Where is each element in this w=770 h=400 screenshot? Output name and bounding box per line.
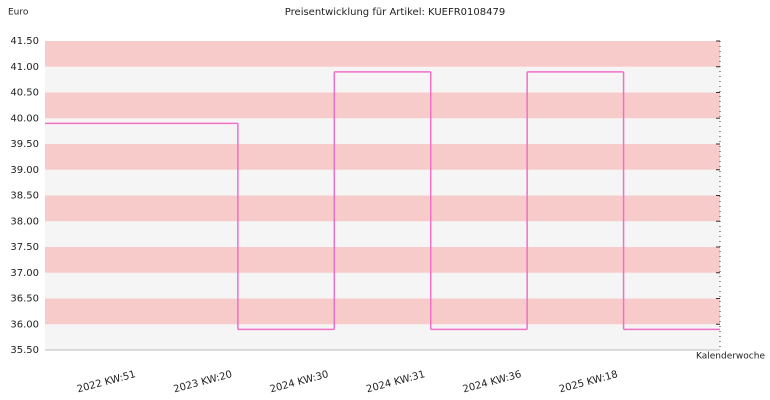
- y-tick-label: 38.00: [10, 216, 39, 227]
- grid-band: [45, 92, 720, 119]
- chart-title: Preisentwicklung für Artikel: KUEFR01084…: [285, 7, 505, 18]
- grid-band: [45, 221, 720, 247]
- x-axis-label: Kalenderwoche: [696, 352, 765, 362]
- x-tick-label: 2023 KW:20: [172, 369, 233, 395]
- x-tick-label: 2024 KW:31: [365, 369, 426, 395]
- y-tick-label: 39.50: [10, 139, 39, 150]
- grid-band: [45, 247, 720, 273]
- x-tick-label: 2022 KW:51: [76, 369, 137, 395]
- x-tick-label: 2025 KW:18: [558, 369, 619, 395]
- grid-band: [45, 298, 720, 325]
- y-tick-label: 39.00: [10, 165, 39, 176]
- x-tick-label: 2024 KW:30: [269, 369, 330, 395]
- y-tick-label: 41.50: [10, 36, 39, 47]
- grid-band: [45, 66, 720, 93]
- grid-band: [45, 169, 720, 196]
- y-tick-label: 36.00: [10, 319, 39, 330]
- grid-band: [45, 324, 720, 350]
- y-tick-label: 36.50: [10, 294, 39, 305]
- y-tick-label: 37.00: [10, 268, 39, 279]
- y-tick-label: 35.50: [10, 345, 39, 356]
- grid-band: [45, 144, 720, 170]
- grid-band: [45, 272, 720, 299]
- y-axis-label: Euro: [8, 8, 29, 18]
- y-tick-label: 41.00: [10, 62, 39, 73]
- y-tick-label: 37.50: [10, 242, 39, 253]
- y-tick-label: 40.50: [10, 88, 39, 99]
- y-tick-label: 40.00: [10, 113, 39, 124]
- grid-band: [45, 41, 720, 67]
- grid-band: [45, 118, 720, 144]
- y-tick-label: 38.50: [10, 191, 39, 202]
- x-tick-label: 2024 KW:36: [462, 369, 523, 395]
- grid-band: [45, 195, 720, 222]
